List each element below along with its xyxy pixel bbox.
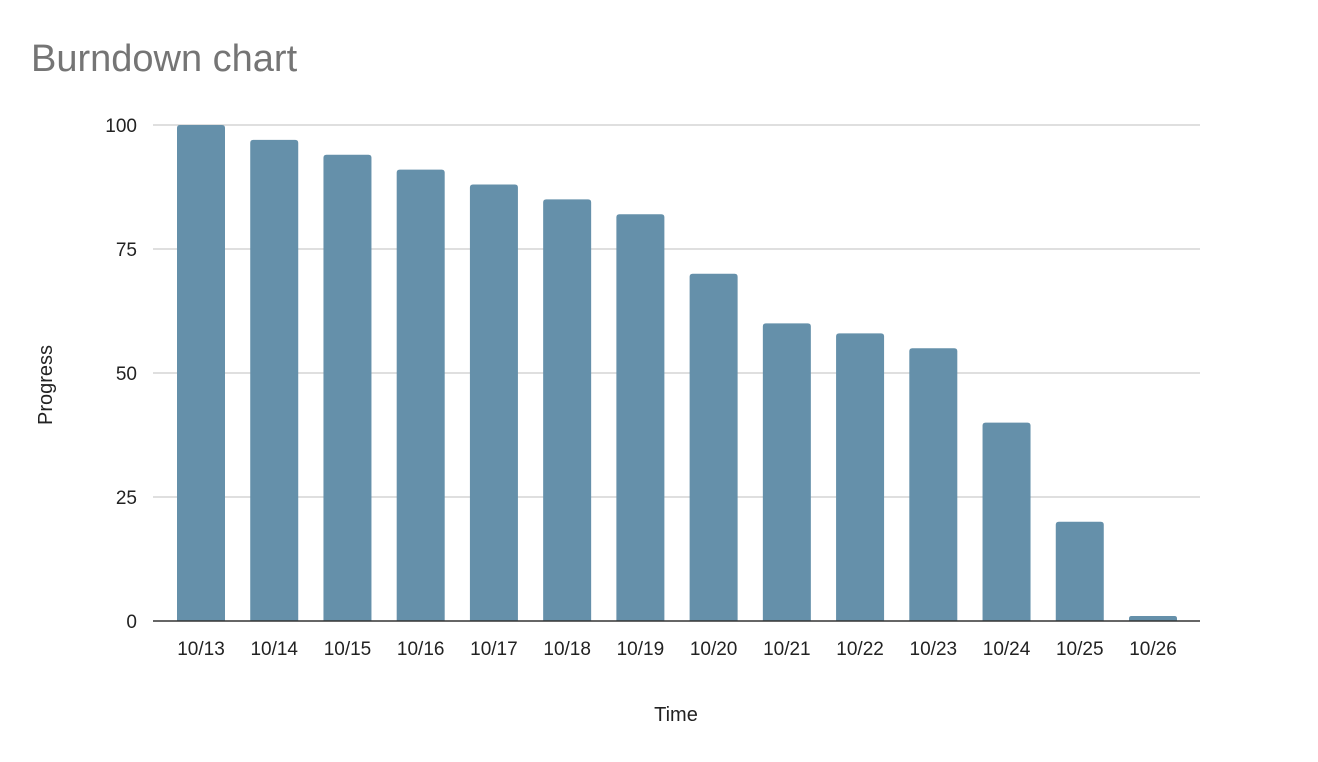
x-tick-label: 10/22	[836, 639, 884, 660]
x-tick-label: 10/23	[910, 639, 958, 660]
bar-10/16	[396, 169, 445, 621]
bar-10/23	[909, 348, 958, 621]
x-tick-label: 10/15	[324, 639, 372, 660]
y-tick-label: 0	[126, 612, 137, 633]
bar-10/13	[177, 125, 225, 621]
y-axis-title: Progress	[35, 345, 57, 425]
x-tick-label: 10/16	[397, 639, 445, 660]
x-tick-label: 10/21	[763, 639, 811, 660]
y-tick-labels: 0 25 50 75 100	[105, 116, 137, 633]
bar-10/22	[836, 333, 885, 621]
y-tick-label: 75	[116, 240, 137, 261]
bar-10/25	[1055, 521, 1104, 621]
chart-title: Burndown chart	[31, 38, 298, 80]
x-tick-label: 10/24	[983, 639, 1031, 660]
bar-10/20	[689, 273, 738, 621]
x-tick-label: 10/26	[1129, 639, 1177, 660]
bar-10/19	[616, 214, 665, 621]
bar-10/21	[762, 323, 811, 621]
bar-10/26	[1129, 616, 1177, 621]
y-tick-label: 25	[116, 488, 137, 509]
x-tick-label: 10/14	[250, 639, 298, 660]
bars	[177, 125, 1177, 621]
x-tick-label: 10/17	[470, 639, 518, 660]
x-tick-label: 10/13	[177, 639, 225, 660]
bar-10/17	[469, 184, 518, 621]
x-tick-label: 10/25	[1056, 639, 1104, 660]
bar-10/24	[982, 422, 1031, 621]
x-tick-label: 10/20	[690, 639, 738, 660]
y-tick-label: 100	[105, 116, 137, 137]
bar-10/15	[323, 154, 372, 621]
bar-10/18	[543, 199, 592, 621]
x-axis-title: Time	[654, 704, 698, 726]
x-tick-label: 10/19	[617, 639, 665, 660]
x-tick-label: 10/18	[543, 639, 591, 660]
y-tick-label: 50	[116, 364, 137, 385]
x-tick-labels: 10/13 10/14 10/15 10/16 10/17 10/18 10/19 10/20…	[177, 639, 1177, 660]
bar-10/14	[250, 139, 299, 621]
gridlines	[153, 124, 1200, 498]
